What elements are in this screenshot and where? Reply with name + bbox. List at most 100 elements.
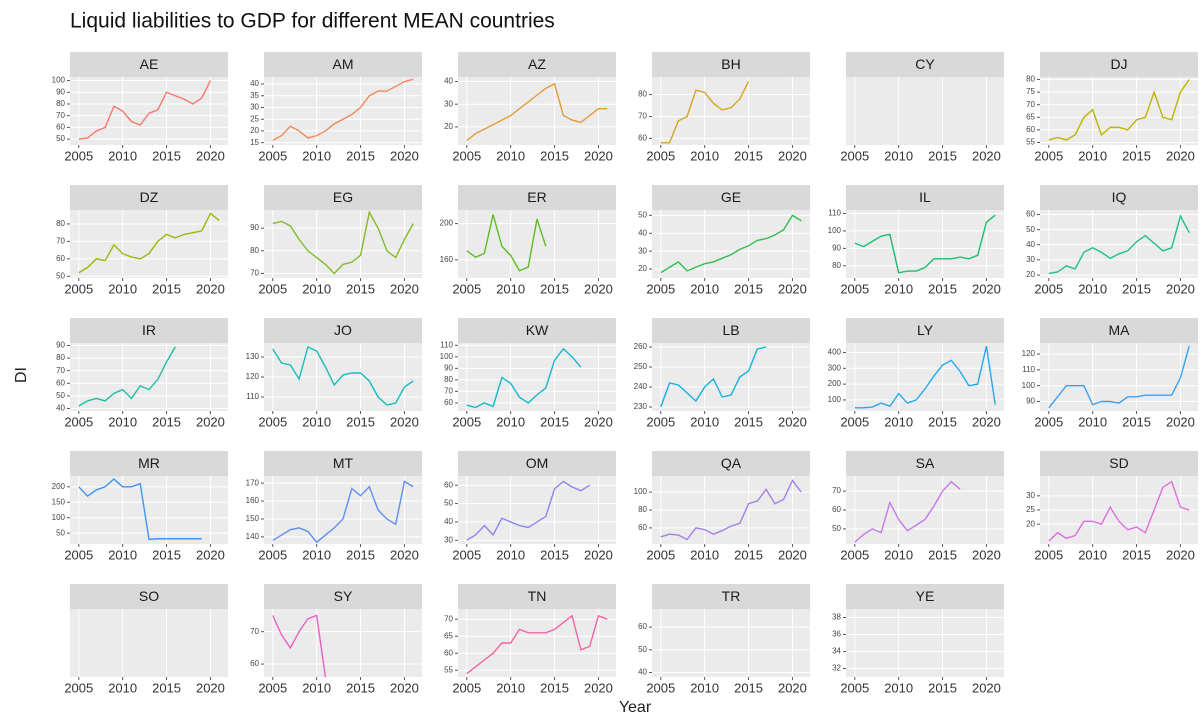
y-tick-label: 50 xyxy=(444,499,453,508)
y-tick-label: 90 xyxy=(1026,397,1035,406)
y-tick-label: 25 xyxy=(250,114,259,123)
y-tick-label: 250 xyxy=(634,362,648,371)
x-tick-label: 2015 xyxy=(152,281,181,296)
x-tick-label: 2010 xyxy=(496,414,525,429)
y-tick-label: 50 xyxy=(56,528,65,537)
y-tick-label: 100 xyxy=(52,76,66,85)
y-tick-label: 55 xyxy=(1026,138,1035,147)
panel-bg xyxy=(458,476,616,544)
y-tick-label: 70 xyxy=(444,387,453,396)
panel-title: TN xyxy=(528,588,547,604)
x-tick-label: 2010 xyxy=(496,148,525,163)
x-tick-label: 2020 xyxy=(778,148,807,163)
x-tick-label: 2015 xyxy=(346,547,375,562)
panel-title: DZ xyxy=(140,189,159,205)
panel-title: ER xyxy=(527,189,546,205)
x-tick-label: 2005 xyxy=(1034,547,1063,562)
y-tick-label: 110 xyxy=(828,209,841,218)
y-tick-label: 150 xyxy=(246,514,260,523)
data-line xyxy=(78,478,202,541)
x-tick-label: 2020 xyxy=(1166,414,1195,429)
panel-title: MA xyxy=(1109,322,1131,338)
x-tick-label: 2020 xyxy=(1166,281,1195,296)
data-line xyxy=(78,346,176,407)
x-tick-label: 2020 xyxy=(196,680,225,695)
y-tick-label: 50 xyxy=(56,391,65,400)
x-tick-label: 2010 xyxy=(496,680,525,695)
y-tick-label: 300 xyxy=(828,363,842,372)
y-tick-label: 150 xyxy=(52,497,66,506)
x-tick-label: 2010 xyxy=(302,547,331,562)
x-tick-label: 2010 xyxy=(302,148,331,163)
x-tick-label: 2015 xyxy=(540,148,569,163)
x-tick-label: 2005 xyxy=(646,547,675,562)
x-tick-label: 2005 xyxy=(452,547,481,562)
x-tick-label: 2005 xyxy=(840,547,869,562)
panel-title: SD xyxy=(1109,455,1128,471)
strip xyxy=(458,584,616,609)
panel-title: AZ xyxy=(528,56,546,72)
x-tick-label: 2020 xyxy=(390,680,419,695)
strip xyxy=(846,584,1004,609)
y-tick-label: 70 xyxy=(444,614,453,623)
data-line xyxy=(660,479,802,541)
x-tick-label: 2020 xyxy=(584,547,613,562)
x-tick-label: 2005 xyxy=(840,148,869,163)
panel-bg xyxy=(652,77,810,145)
y-tick-label: 30 xyxy=(444,99,453,108)
data-line xyxy=(466,347,582,409)
strip xyxy=(1040,185,1198,210)
x-tick-label: 2010 xyxy=(108,281,137,296)
x-tick-label: 2010 xyxy=(690,680,719,695)
x-tick-label: 2005 xyxy=(64,281,93,296)
y-tick-label: 110 xyxy=(1022,365,1035,374)
data-line xyxy=(1048,214,1190,275)
y-tick-label: 50 xyxy=(1026,225,1035,234)
panel-bg xyxy=(458,77,616,145)
x-tick-label: 2015 xyxy=(152,680,181,695)
x-tick-label: 2005 xyxy=(840,281,869,296)
panel-title: YE xyxy=(916,588,935,604)
x-tick-label: 2005 xyxy=(64,414,93,429)
y-tick-label: 75 xyxy=(1026,87,1035,96)
x-tick-label: 2010 xyxy=(690,414,719,429)
x-tick-label: 2020 xyxy=(584,414,613,429)
x-tick-label: 2015 xyxy=(1122,281,1151,296)
panel-title: SO xyxy=(139,588,159,604)
panel-bg xyxy=(846,609,1004,677)
y-tick-label: 70 xyxy=(56,366,65,375)
x-tick-label: 2005 xyxy=(840,414,869,429)
y-tick-label: 65 xyxy=(444,631,453,640)
strip xyxy=(70,318,228,343)
y-tick-label: 400 xyxy=(828,348,842,357)
data-line xyxy=(854,480,961,543)
panel-title: CY xyxy=(915,56,935,72)
strip xyxy=(458,185,616,210)
strip xyxy=(1040,52,1198,77)
data-line xyxy=(854,214,996,274)
x-tick-label: 2020 xyxy=(390,148,419,163)
y-tick-label: 50 xyxy=(638,210,647,219)
panel-title: QA xyxy=(721,455,742,471)
panel-bg xyxy=(70,609,228,677)
y-tick-label: 80 xyxy=(56,353,65,362)
x-tick-label: 2010 xyxy=(496,547,525,562)
y-tick-label: 70 xyxy=(56,236,65,245)
y-tick-label: 70 xyxy=(250,627,259,636)
x-tick-label: 2015 xyxy=(540,414,569,429)
y-tick-label: 80 xyxy=(444,375,453,384)
panel-title: SY xyxy=(334,588,353,604)
y-tick-label: 60 xyxy=(444,648,453,657)
x-tick-label: 2010 xyxy=(302,414,331,429)
x-tick-label: 2020 xyxy=(778,547,807,562)
y-tick-label: 50 xyxy=(56,134,65,143)
strip xyxy=(264,185,422,210)
y-tick-label: 80 xyxy=(250,246,259,255)
y-tick-label: 200 xyxy=(440,219,454,228)
y-axis-label: DI xyxy=(13,367,30,383)
data-line xyxy=(1048,345,1190,409)
data-line xyxy=(660,346,767,408)
x-tick-label: 2010 xyxy=(884,281,913,296)
y-tick-label: 60 xyxy=(832,505,841,514)
x-tick-label: 2010 xyxy=(108,680,137,695)
